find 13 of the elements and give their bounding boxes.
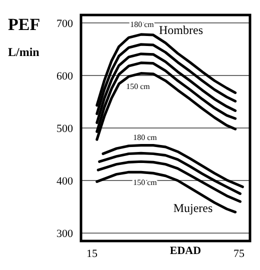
y-tick-label: 700 xyxy=(56,18,74,30)
y-axis-title: PEF L/min xyxy=(8,15,40,59)
annotation: Hombres xyxy=(159,22,204,37)
annotation: Mujeres xyxy=(173,200,213,215)
annotation: 180 cm xyxy=(133,132,158,142)
y-tick-label: 300 xyxy=(56,228,74,240)
y-tick-label: 500 xyxy=(56,122,74,135)
y-tick-label: 400 xyxy=(56,175,74,188)
x-axis-title: EDAD xyxy=(170,245,202,257)
x-tick-label: 75 xyxy=(233,248,245,260)
x-tick-label: 15 xyxy=(86,248,98,260)
annotation: 150 cm xyxy=(126,82,151,91)
y-tick-label: 600 xyxy=(56,70,74,82)
